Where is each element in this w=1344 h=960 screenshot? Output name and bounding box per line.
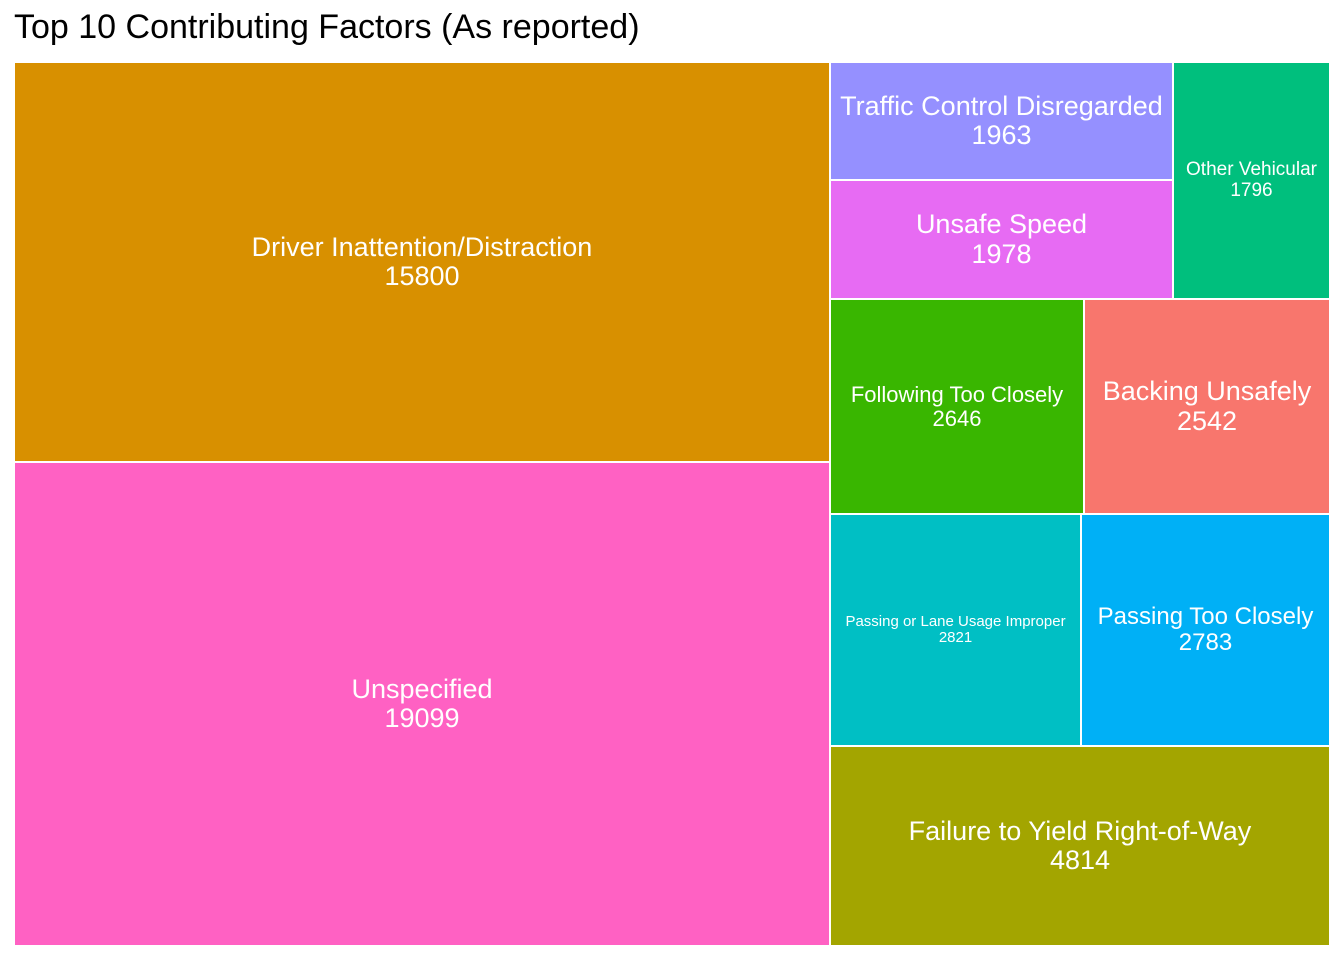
treemap-tile-backing-unsafely: Backing Unsafely 2542 (1084, 299, 1330, 514)
tile-label: Following Too Closely (850, 381, 1064, 407)
chart-title: Top 10 Contributing Factors (As reported… (14, 8, 640, 46)
treemap-tile-passing-too-closely: Passing Too Closely 2783 (1081, 514, 1330, 746)
tile-label: Unsafe Speed (915, 209, 1088, 240)
treemap-tile-driver-inattention: Driver Inattention/Distraction 15800 (14, 62, 830, 462)
tile-value: 2783 (1178, 629, 1233, 656)
tile-label: Passing or Lane Usage Improper (845, 612, 1066, 630)
tile-label: Driver Inattention/Distraction (251, 231, 593, 262)
tile-value: 19099 (384, 703, 460, 733)
tile-label: Other Vehicular (1186, 158, 1317, 180)
treemap-tile-failure-to-yield: Failure to Yield Right-of-Way 4814 (830, 746, 1330, 946)
tile-label: Unspecified (351, 673, 493, 704)
tile-value: 4814 (1049, 845, 1111, 875)
tile-value: 2542 (1176, 405, 1238, 436)
tile-value: 2821 (938, 629, 973, 646)
treemap-tile-other-vehicular: Other Vehicular 1796 (1173, 62, 1330, 299)
tile-label: Backing Unsafely (1102, 376, 1312, 407)
treemap-tile-passing-lane-usage: Passing or Lane Usage Improper 2821 (830, 514, 1081, 746)
treemap-tile-traffic-control: Traffic Control Disregarded 1963 (830, 62, 1173, 180)
tile-label: Traffic Control Disregarded (840, 90, 1163, 121)
tile-value: 1963 (971, 120, 1032, 150)
treemap-chart: Unspecified 19099 Driver Inattention/Dis… (14, 62, 1330, 946)
tile-value: 1978 (971, 238, 1032, 269)
treemap-tile-following-too-closely: Following Too Closely 2646 (830, 299, 1084, 514)
tile-label: Passing Too Closely (1097, 603, 1314, 631)
tile-value: 1796 (1230, 179, 1273, 201)
treemap-tile-unspecified: Unspecified 19099 (14, 462, 830, 946)
tile-value: 15800 (384, 261, 460, 291)
tile-label: Failure to Yield Right-of-Way (908, 815, 1252, 846)
treemap-tile-unsafe-speed: Unsafe Speed 1978 (830, 180, 1173, 299)
tile-value: 2646 (932, 405, 982, 431)
